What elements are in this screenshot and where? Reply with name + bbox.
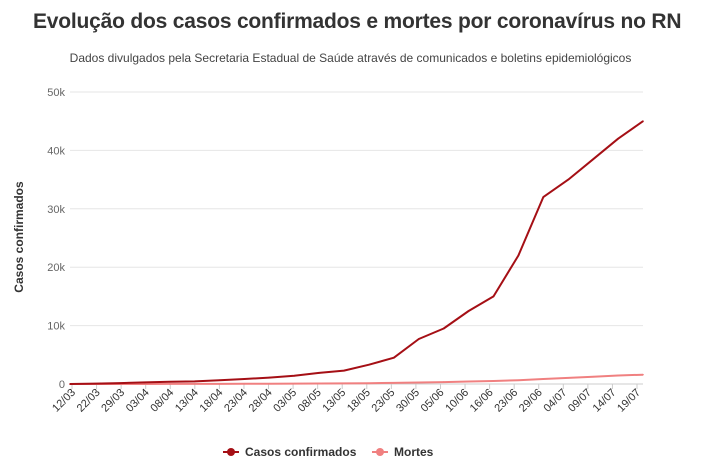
legend-item[interactable]: Casos confirmados <box>223 445 357 459</box>
data-point <box>343 382 345 385</box>
x-tick-label: 12/03 <box>50 387 78 415</box>
grid-lines <box>70 91 643 385</box>
y-tick-label: 20k <box>47 262 65 274</box>
x-tick-label: 09/07 <box>566 387 594 415</box>
x-tick-label: 30/05 <box>394 387 422 415</box>
y-tick-label: 0 <box>59 379 65 391</box>
data-point <box>393 382 395 384</box>
data-point <box>193 383 196 385</box>
data-point <box>567 377 570 379</box>
x-tick-label: 14/07 <box>591 387 619 415</box>
data-point <box>492 380 495 382</box>
data-point <box>343 369 345 372</box>
data-point <box>193 380 196 383</box>
data-point <box>368 363 370 366</box>
y-tick-label: 30k <box>47 204 65 216</box>
data-point <box>268 376 271 379</box>
data-point <box>318 372 320 374</box>
data-point <box>368 382 370 384</box>
x-tick-label: 19/07 <box>615 387 643 415</box>
x-tick-label: 23/05 <box>370 387 398 415</box>
x-tick-label: 28/04 <box>247 387 275 415</box>
legend: Casos confirmados Mortes <box>223 445 434 459</box>
x-tick-label: 29/06 <box>517 387 545 415</box>
data-point <box>218 383 221 385</box>
data-point <box>143 381 146 384</box>
x-tick-label: 13/04 <box>173 387 201 415</box>
data-point <box>393 356 395 359</box>
legend-label: Mortes <box>394 445 434 459</box>
y-axis-label: Casos confirmados <box>12 181 26 293</box>
x-tick-label: 13/05 <box>320 387 348 415</box>
chart-subtitle: Dados divulgados pela Secretaria Estadua… <box>69 51 632 65</box>
x-tick-label: 10/06 <box>443 387 471 415</box>
data-point <box>168 380 171 383</box>
data-point <box>592 158 594 160</box>
series-line-mortes <box>70 373 644 385</box>
data-point <box>318 382 320 385</box>
x-tick-label: 29/03 <box>99 387 127 415</box>
legend-item[interactable]: Mortes <box>372 445 434 459</box>
data-point <box>293 382 296 385</box>
data-point <box>567 178 570 181</box>
data-point <box>69 383 71 385</box>
x-tick-label: 18/05 <box>345 387 373 415</box>
x-tick-label: 03/05 <box>271 387 299 415</box>
data-point <box>218 379 221 382</box>
legend-label: Casos confirmados <box>245 445 357 459</box>
data-point <box>442 327 445 330</box>
data-point <box>168 383 171 385</box>
data-point <box>293 375 296 377</box>
x-tick-label: 03/04 <box>124 387 152 415</box>
series-group <box>69 120 644 385</box>
data-point <box>442 381 445 383</box>
series-line-casos-confirmados <box>69 120 644 385</box>
data-point <box>467 310 470 312</box>
data-point <box>617 374 619 377</box>
data-point <box>467 380 470 383</box>
y-tick-label: 10k <box>47 321 65 333</box>
data-point <box>243 378 246 380</box>
chart-title: Evolução dos casos confirmados e mortes … <box>33 10 682 33</box>
y-tick-label: 50k <box>47 87 65 99</box>
x-tick-label: 04/07 <box>541 387 569 415</box>
data-point <box>592 375 594 378</box>
data-point <box>617 137 619 140</box>
x-axis: 12/0322/0329/0303/0408/0413/0418/0423/04… <box>50 384 643 415</box>
y-tick-label: 40k <box>47 145 65 157</box>
data-point <box>94 382 96 385</box>
data-point <box>542 196 545 198</box>
data-point <box>417 381 420 384</box>
data-point <box>517 379 520 382</box>
data-point <box>143 383 146 385</box>
data-point <box>119 382 121 384</box>
data-point <box>492 295 495 298</box>
data-point <box>243 383 246 385</box>
x-tick-label: 23/06 <box>492 387 520 415</box>
y-axis: 0 10k 20k 30k 40k 50k <box>47 87 65 391</box>
legend-marker <box>376 448 384 456</box>
x-tick-label: 05/06 <box>419 387 447 415</box>
x-tick-label: 18/04 <box>198 387 226 415</box>
data-point <box>417 338 420 340</box>
data-point <box>517 254 520 257</box>
x-tick-label: 22/03 <box>75 387 103 415</box>
x-tick-label: 08/05 <box>296 387 324 415</box>
data-point <box>542 378 545 380</box>
data-point <box>642 373 644 376</box>
data-point <box>268 382 271 385</box>
x-tick-label: 23/04 <box>222 387 250 415</box>
x-tick-label: 08/04 <box>148 387 176 415</box>
legend-marker <box>227 448 235 456</box>
data-point <box>642 120 644 122</box>
x-tick-label: 16/06 <box>468 387 496 415</box>
